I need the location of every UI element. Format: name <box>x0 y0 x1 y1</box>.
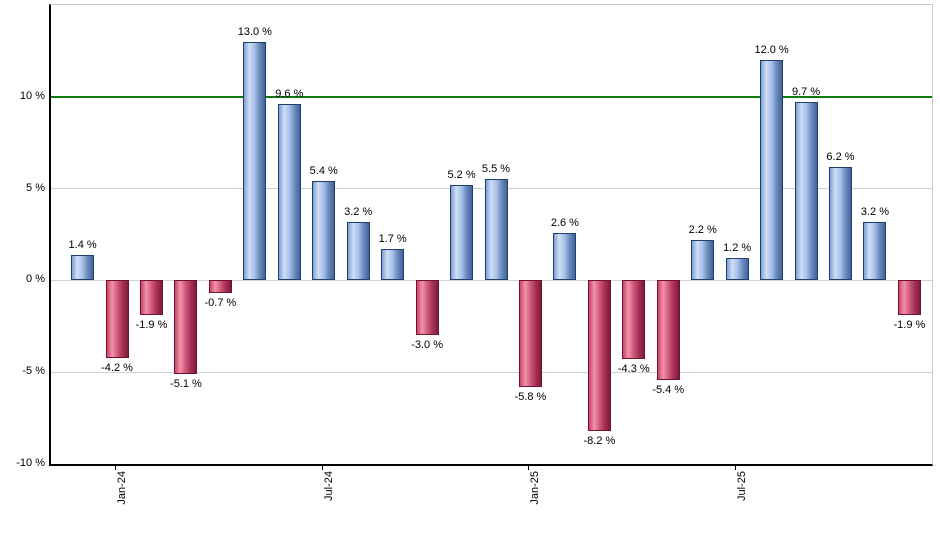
positive-bar <box>863 221 887 281</box>
bar-value-label: -0.7 % <box>204 297 237 310</box>
bar-value-label: -3.0 % <box>411 339 443 352</box>
positive-bar <box>725 258 749 281</box>
bar-value-label: 1.2 % <box>723 242 752 255</box>
bar-value-label: -5.1 % <box>170 378 202 391</box>
bar-value-label: 13.0 % <box>237 25 272 38</box>
positive-bar <box>829 166 852 281</box>
bar-value-label: 2.2 % <box>688 224 717 236</box>
negative-bar <box>656 280 680 380</box>
bar-value-label: -8.2 % <box>583 434 616 447</box>
bar-value-label: -5.8 % <box>514 390 547 403</box>
x-axis-tick <box>321 465 323 470</box>
bar-value-label: 2.6 % <box>550 216 579 229</box>
x-axis-label: Jan-25 <box>529 471 542 505</box>
bar-value-label: 9.7 % <box>791 86 821 99</box>
bar-value-label: -4.2 % <box>101 361 133 374</box>
y-axis-label: -10 % <box>16 457 45 469</box>
bar-value-label: 6.2 % <box>826 150 855 163</box>
y-axis-label: 0 % <box>26 273 45 286</box>
gridline--5 <box>51 371 932 373</box>
positive-bar <box>450 184 474 281</box>
negative-bar <box>622 280 646 360</box>
x-axis-tick <box>735 465 737 470</box>
negative-bar <box>140 280 163 316</box>
bar-value-label: 12.0 % <box>754 44 789 57</box>
negative-bar <box>518 280 542 387</box>
x-axis-label: Jul-24 <box>322 471 335 501</box>
x-axis-label: Jul-25 <box>736 471 749 501</box>
y-axis-label: -5 % <box>22 365 45 378</box>
plot-area: 1.4 % -4.2 % -1.9 % -5.1 % -0.7 % 13.0 % 9.6 %… <box>49 4 933 466</box>
x-axis-tick <box>528 465 530 470</box>
positive-bar <box>312 181 336 281</box>
bar-value-label: 3.2 % <box>344 205 373 218</box>
bar-value-label: -1.9 % <box>135 319 168 332</box>
positive-bar <box>794 102 818 281</box>
negative-bar <box>174 280 198 375</box>
bar-value-label: -5.4 % <box>652 383 685 396</box>
positive-bar <box>346 221 370 281</box>
positive-bar <box>277 104 301 281</box>
positive-bar <box>760 60 784 281</box>
x-axis-label: Jan-24 <box>116 471 129 505</box>
negative-bar <box>897 280 921 316</box>
negative-bar <box>105 280 129 358</box>
positive-bar <box>381 249 405 281</box>
bar-value-label: 1.7 % <box>378 233 407 246</box>
bar-value-label: 5.2 % <box>447 168 476 181</box>
positive-bar <box>484 179 508 281</box>
positive-bar <box>553 232 577 281</box>
negative-bar <box>587 280 611 431</box>
y-axis-label: 5 % <box>26 181 45 194</box>
bar-value-label: 3.2 % <box>860 205 889 218</box>
positive-bar <box>71 254 95 281</box>
bar-value-label: 5.4 % <box>309 165 338 178</box>
x-axis-tick <box>115 465 117 470</box>
positive-bar <box>691 240 715 281</box>
positive-bar <box>243 41 267 281</box>
negative-bar <box>415 280 439 336</box>
bar-value-label: 5.5 % <box>481 163 511 176</box>
gridline-0 <box>51 279 932 281</box>
y-axis-label: 10 % <box>19 89 45 102</box>
bar-value-label: 1.4 % <box>68 238 97 251</box>
negative-bar <box>208 280 232 294</box>
bar-value-label: -1.9 % <box>893 319 926 332</box>
bar-value-label: -4.3 % <box>617 363 650 376</box>
reference-line-10pct <box>51 95 932 98</box>
bar-value-label: 9.6 % <box>275 88 304 101</box>
